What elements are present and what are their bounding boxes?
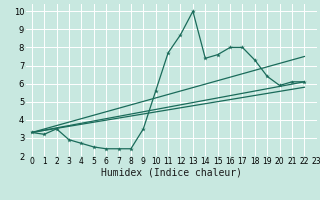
X-axis label: Humidex (Indice chaleur): Humidex (Indice chaleur) bbox=[101, 168, 242, 178]
